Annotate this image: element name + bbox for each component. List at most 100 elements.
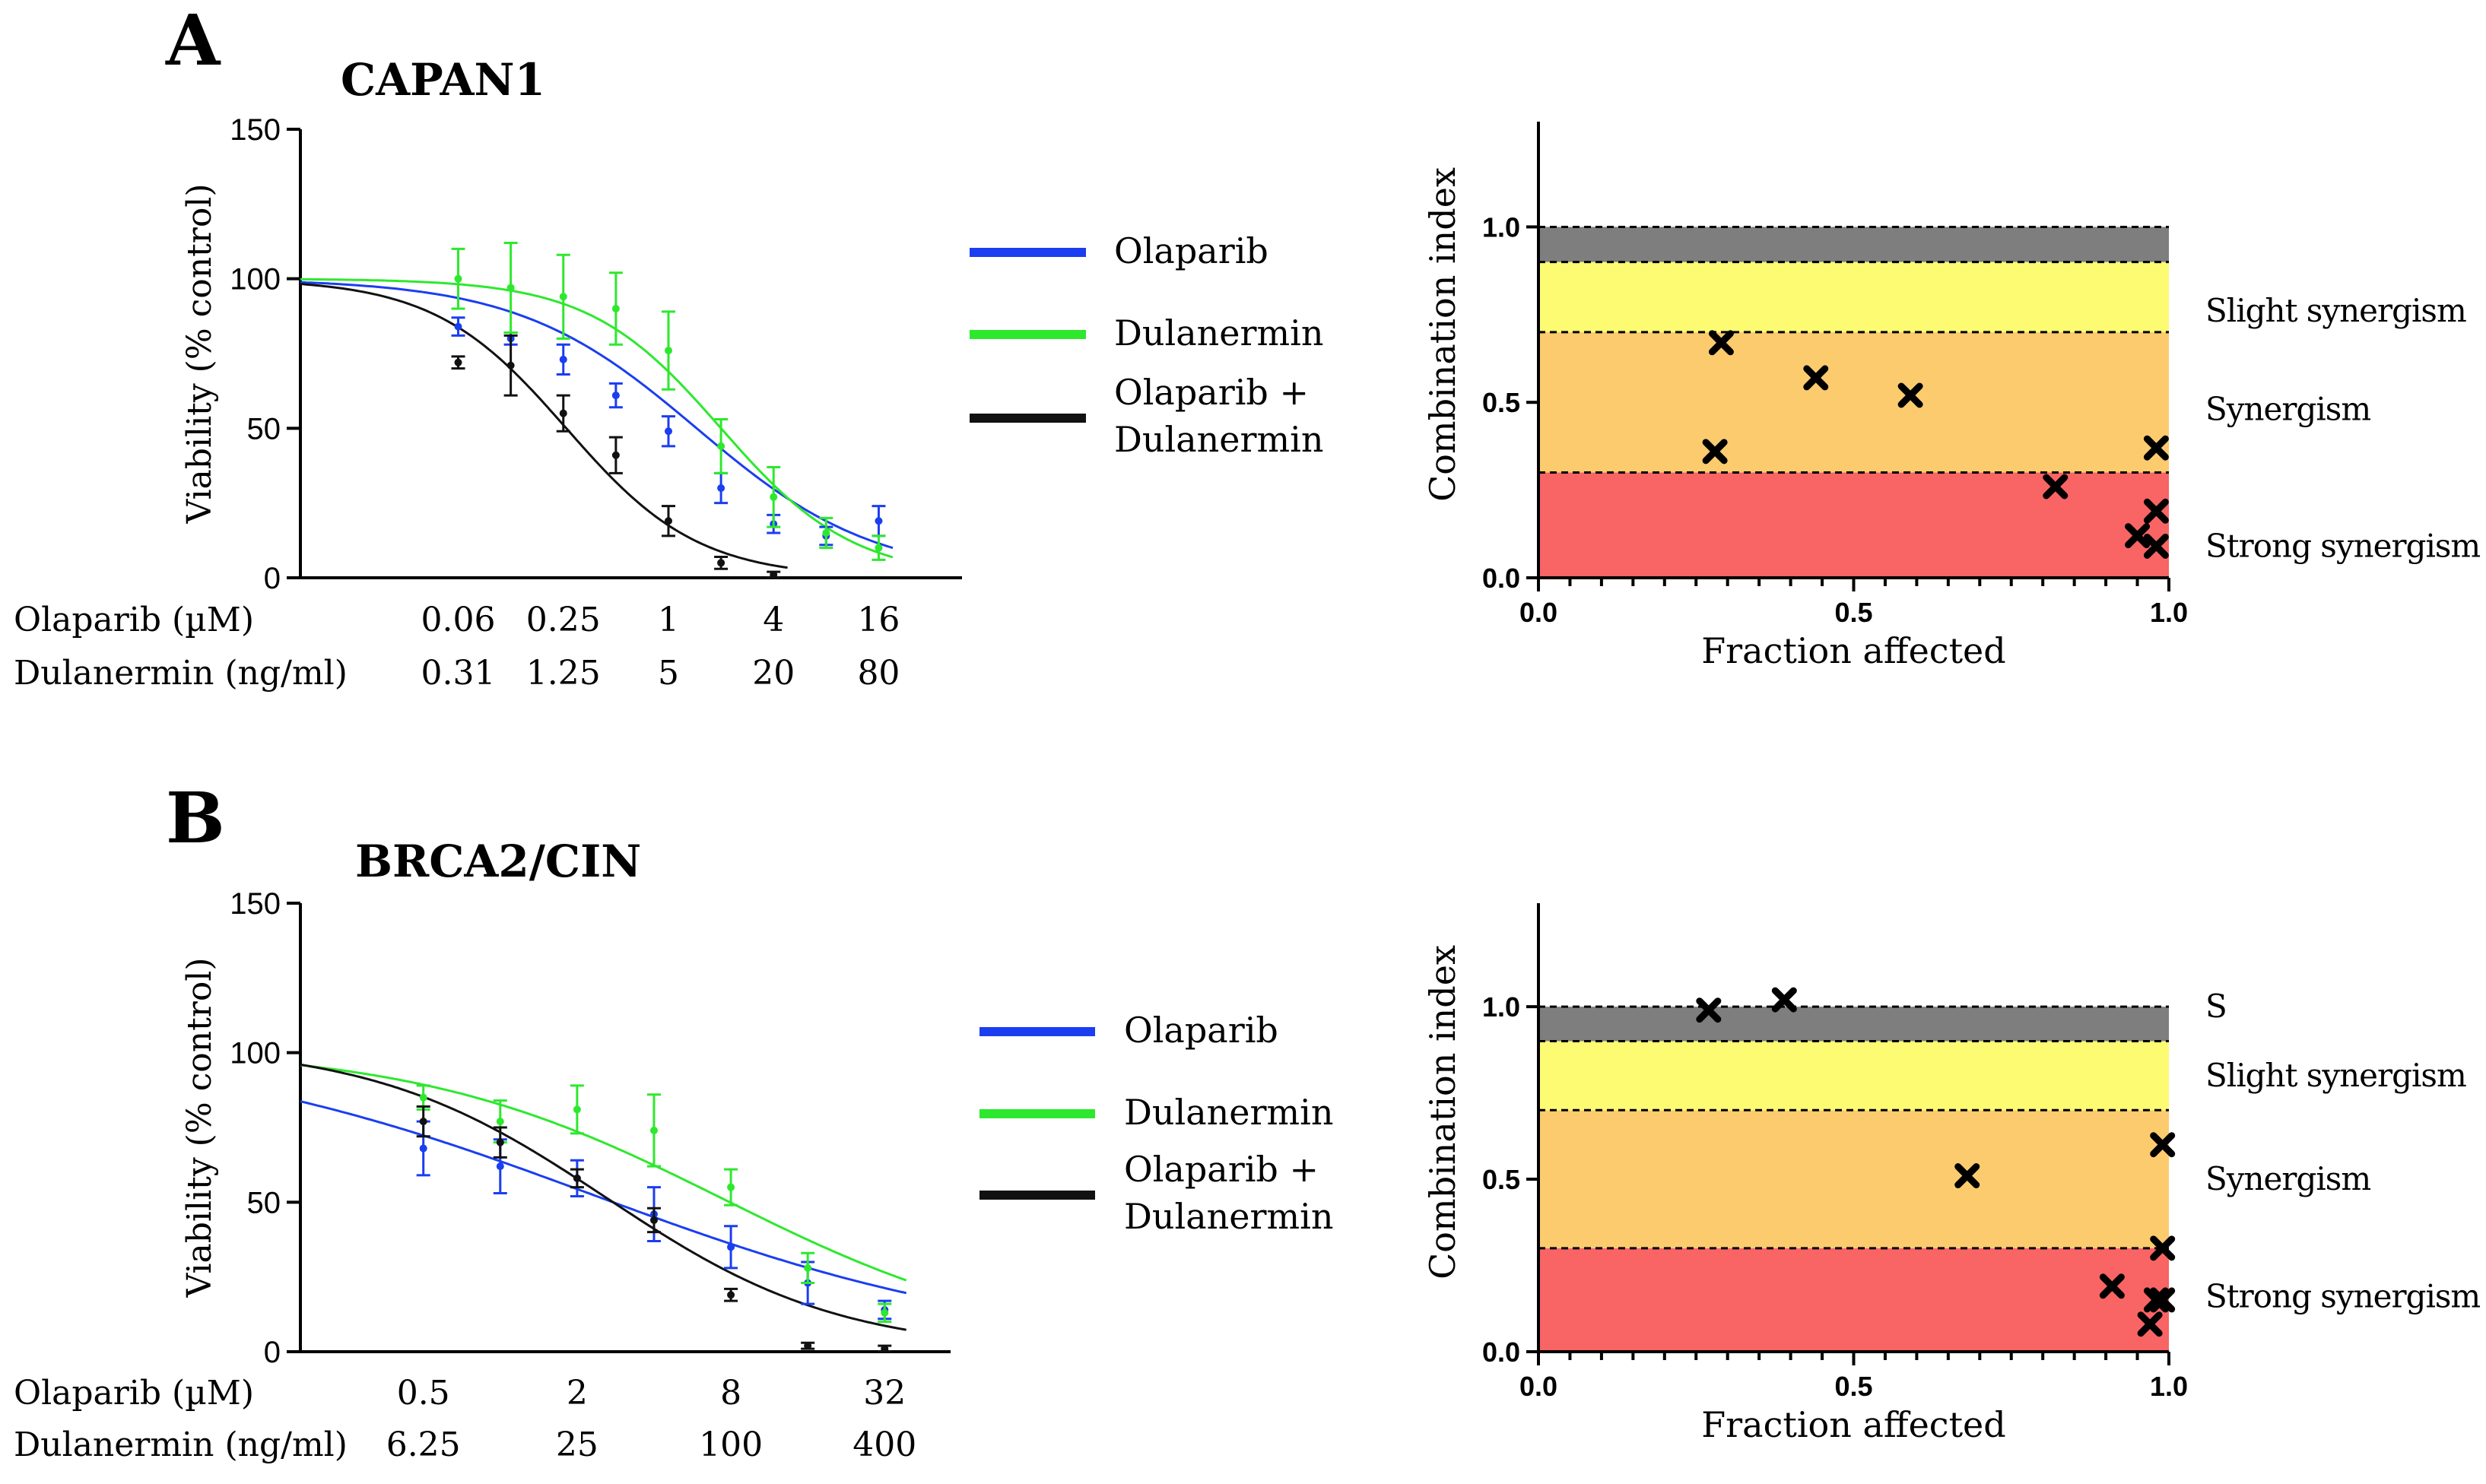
point-marker bbox=[419, 1093, 427, 1102]
dose-label-dulanermin: 20 bbox=[752, 654, 795, 693]
y-tick-label: 50 bbox=[247, 1186, 281, 1219]
ci-band bbox=[1538, 331, 2169, 473]
ci-point-stroke bbox=[2143, 533, 2169, 559]
row-label-dulanermin: Dulanermin (ng/ml) bbox=[14, 654, 348, 693]
point-marker bbox=[717, 559, 725, 567]
ci-band bbox=[1538, 1248, 2169, 1352]
y-tick-label: 150 bbox=[230, 113, 281, 147]
ci-y-tick-label: 0.5 bbox=[1482, 1164, 1520, 1195]
dose-label-dulanermin: 80 bbox=[857, 654, 900, 693]
ci-y-tick-label: 0.0 bbox=[1482, 1337, 1520, 1368]
legend-label: Dulanermin bbox=[1124, 1092, 1333, 1133]
ci-band bbox=[1538, 1110, 2169, 1248]
data-point-dulanermin bbox=[819, 516, 833, 550]
dose-label-olaparib: 1 bbox=[658, 601, 679, 639]
point-marker bbox=[559, 293, 567, 301]
y-tick-label: 100 bbox=[230, 263, 281, 296]
y-tick-label: 100 bbox=[230, 1037, 281, 1070]
data-point-olaparib-dulanermin bbox=[493, 1126, 507, 1159]
point-marker bbox=[875, 544, 883, 552]
legend-label-line: Olaparib + bbox=[1114, 372, 1309, 413]
point-marker bbox=[770, 571, 778, 579]
ci-point-stroke bbox=[2125, 523, 2151, 549]
ci-point bbox=[1897, 382, 1923, 408]
ci-x-tick-label: 0.0 bbox=[1519, 597, 1557, 628]
panel-a: A CAPAN1 0 50 100 150 Viability (% control) Ola… bbox=[14, 0, 2481, 693]
y-axis-label: Viability (% control) bbox=[180, 183, 219, 524]
dose-label-dulanermin: 0.31 bbox=[421, 654, 496, 693]
ci-point-stroke bbox=[1803, 365, 1829, 391]
data-point-olaparib-dulanermin bbox=[767, 570, 781, 579]
ci-point bbox=[2143, 1287, 2169, 1313]
legend-label: Olaparib bbox=[1114, 230, 1268, 271]
data-point-dulanermin bbox=[646, 1093, 661, 1168]
ci-x-tick-label: 1.0 bbox=[2150, 1371, 2188, 1402]
data-point-olaparib bbox=[661, 415, 675, 448]
data-point-olaparib-dulanermin bbox=[724, 1287, 738, 1302]
band-label: Strong synergism bbox=[2205, 527, 2480, 564]
ci-point-stroke bbox=[2099, 1273, 2125, 1299]
data-point-dulanermin bbox=[556, 253, 570, 340]
point-marker bbox=[506, 284, 515, 292]
data-point-dulanermin bbox=[661, 310, 675, 391]
ci-y-tick-label: 1.0 bbox=[1482, 211, 1520, 243]
point-marker bbox=[881, 1345, 889, 1353]
ci-x-axis-label: Fraction affected bbox=[1701, 630, 2005, 671]
data-point-olaparib-dulanermin bbox=[608, 436, 623, 474]
point-marker bbox=[506, 361, 515, 369]
ci-point bbox=[2099, 1273, 2125, 1299]
data-point-dulanermin bbox=[608, 271, 623, 346]
y-axis-label: Viability (% control) bbox=[180, 957, 219, 1298]
point-marker bbox=[717, 484, 725, 492]
data-point-dulanermin bbox=[451, 247, 465, 310]
point-marker bbox=[496, 1162, 504, 1171]
point-marker bbox=[419, 1118, 427, 1126]
ci-point bbox=[2043, 474, 2068, 499]
legend-label-line: Dulanermin bbox=[1124, 1196, 1333, 1237]
ci-point bbox=[2150, 1287, 2176, 1313]
legend-label-line: Dulanermin bbox=[1114, 419, 1323, 460]
panel-title: BRCA2/CIN bbox=[355, 836, 641, 887]
dose-label-dulanermin: 400 bbox=[852, 1425, 916, 1464]
row-label-olaparib: Olaparib (µM) bbox=[14, 1374, 254, 1413]
legend-label: Olaparib + Dulanermin bbox=[1114, 372, 1323, 460]
dose-label-olaparib: 4 bbox=[763, 601, 784, 639]
data-point-olaparib-dulanermin bbox=[801, 1341, 815, 1350]
point-marker bbox=[727, 1243, 735, 1251]
ci-point bbox=[1771, 987, 1797, 1013]
data-point-dulanermin bbox=[714, 418, 729, 474]
ci-point-stroke bbox=[2143, 1287, 2169, 1313]
data-point-olaparib-dulanermin bbox=[714, 555, 729, 570]
panel-b: B BRCA2/CIN 0 50 100 150 Viability (% control)… bbox=[14, 777, 2481, 1464]
dose-label-olaparib: 16 bbox=[857, 601, 900, 639]
data-point-olaparib bbox=[451, 316, 465, 337]
legend-label-line: Olaparib bbox=[1124, 1010, 1278, 1051]
point-marker bbox=[770, 493, 778, 501]
point-marker bbox=[717, 442, 725, 450]
data-point-olaparib-dulanermin bbox=[661, 505, 675, 537]
band-label: S bbox=[2205, 988, 2227, 1025]
ci-point-stroke bbox=[2150, 1287, 2176, 1313]
legend-label: Olaparib + Dulanermin bbox=[1124, 1149, 1333, 1237]
data-point-olaparib bbox=[556, 343, 570, 376]
ci-point-stroke bbox=[2150, 1132, 2176, 1158]
point-marker bbox=[664, 517, 672, 525]
point-marker bbox=[559, 355, 567, 363]
ci-band bbox=[1538, 1007, 2169, 1042]
point-marker bbox=[664, 347, 672, 355]
ci-point-stroke bbox=[2150, 1235, 2176, 1261]
point-marker bbox=[649, 1216, 658, 1224]
point-marker bbox=[454, 274, 462, 283]
dose-label-olaparib: 0.25 bbox=[526, 601, 601, 639]
y-tick-label: 0 bbox=[264, 1336, 281, 1369]
y-tick-label: 50 bbox=[247, 412, 281, 446]
ci-point bbox=[1803, 365, 1829, 391]
dose-label-olaparib: 0.5 bbox=[397, 1374, 450, 1413]
band-label: Slight synergism bbox=[2205, 292, 2466, 329]
data-point-dulanermin bbox=[767, 465, 781, 528]
ci-point-stroke bbox=[2137, 1311, 2163, 1337]
dose-label-dulanermin: 6.25 bbox=[386, 1425, 461, 1464]
ci-point bbox=[2143, 435, 2169, 461]
ci-point bbox=[2125, 523, 2151, 549]
point-marker bbox=[454, 358, 462, 366]
